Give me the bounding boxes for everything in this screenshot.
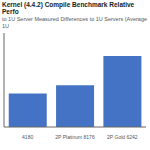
html-text:Kernel (4.4.2) Compile Benchma: Kernel (4.4.2) Compile Benchmark Relativ… — [2, 1, 135, 16]
svg-text:2P Platinum 8176: 2P Platinum 8176 — [55, 133, 95, 138]
html-text:to 1U Server Measured Differen: to 1U Server Measured Differences to 1U … — [2, 16, 147, 29]
svg-text:2P Gold 6242: 2P Gold 6242 — [107, 133, 138, 138]
svg-text:4180: 4180 — [22, 133, 33, 138]
